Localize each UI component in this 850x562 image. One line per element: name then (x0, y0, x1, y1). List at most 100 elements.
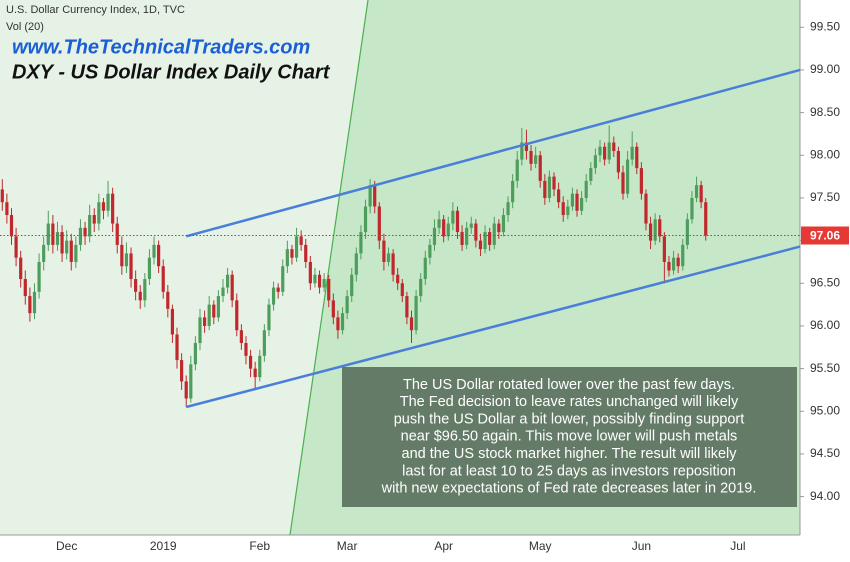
candle-body (65, 240, 69, 254)
candle-body (327, 279, 331, 301)
candle (111, 187, 115, 233)
candle-body (9, 215, 14, 237)
candle-body (520, 142, 524, 160)
x-tick-label: Apr (434, 539, 453, 553)
candle (69, 233, 73, 271)
x-tick-label: May (529, 539, 552, 553)
candle-body (157, 244, 161, 267)
candle-body (593, 155, 598, 169)
candle-body (492, 223, 496, 245)
y-tick-label: 99.50 (810, 19, 840, 33)
candle-body (285, 249, 289, 267)
x-tick-label: Jun (632, 539, 651, 553)
candle (299, 230, 303, 251)
annotation-line: The Fed decision to leave rates unchange… (400, 394, 739, 410)
candle-body (501, 215, 506, 233)
indicator: Vol (20) (6, 21, 44, 33)
candle (478, 233, 483, 256)
candle (175, 327, 179, 369)
candle-body (175, 334, 179, 361)
candle-body (143, 279, 147, 301)
x-tick-label: Jul (730, 539, 745, 553)
candle (37, 253, 41, 299)
annotation-line: near $96.50 again. This move lower will … (401, 429, 738, 445)
candle-body (97, 202, 101, 224)
annotation-line: and the US stock market higher. The resu… (402, 446, 738, 462)
candle (230, 270, 234, 308)
candle (202, 310, 207, 333)
candle-body (180, 360, 184, 382)
y-tick-label: 97.50 (810, 190, 840, 204)
candle-body (294, 236, 299, 258)
candle (235, 293, 239, 337)
candle (138, 284, 142, 309)
candle (612, 136, 616, 158)
candle (46, 210, 50, 251)
candle (317, 270, 322, 294)
candle (451, 202, 455, 231)
candle-body (598, 146, 602, 156)
candle-body (42, 244, 46, 262)
candle-body (216, 296, 220, 318)
candle-body (557, 189, 561, 203)
candle (23, 270, 27, 305)
candle-body (446, 223, 450, 237)
candle (322, 273, 326, 292)
candle (258, 349, 262, 382)
candle (511, 174, 515, 209)
candle (271, 281, 276, 311)
candle (602, 142, 607, 166)
candle-body (543, 180, 547, 198)
candle-body (648, 223, 653, 241)
candle-body (129, 253, 133, 280)
candle (340, 307, 345, 335)
candle-body (46, 223, 50, 245)
candle-body (189, 364, 193, 399)
candle-body (120, 244, 124, 267)
candle (690, 191, 694, 224)
candle (547, 170, 552, 203)
candle-body (350, 274, 354, 297)
candle (694, 176, 699, 203)
candle-body (244, 343, 248, 356)
candle (129, 247, 133, 288)
candle (566, 199, 570, 220)
candle (488, 227, 492, 251)
candle (60, 225, 64, 262)
candle-body (0, 189, 4, 203)
candle-body (451, 210, 455, 224)
candle (557, 182, 561, 209)
candle-body (694, 185, 699, 198)
candle-body (28, 296, 32, 314)
candle (281, 259, 285, 297)
candle (83, 221, 87, 245)
candle-body (612, 142, 616, 152)
candle-body (373, 185, 377, 207)
candle (391, 249, 395, 282)
candle-body (271, 287, 276, 305)
candle (497, 219, 501, 239)
candle (492, 216, 496, 250)
candle (534, 146, 538, 169)
website: www.TheTechnicalTraders.com (12, 36, 310, 58)
candle-body (474, 223, 478, 241)
candle-body (83, 227, 87, 237)
candle-body (575, 193, 579, 211)
x-tick-label: Dec (56, 539, 77, 553)
candle (14, 227, 18, 267)
annotation-box (342, 367, 797, 507)
x-tick-label: 2019 (150, 539, 177, 553)
candle-body (354, 253, 358, 275)
candle (267, 298, 271, 337)
candle (483, 225, 487, 254)
candle (704, 197, 708, 241)
candle-body (409, 317, 414, 331)
candle-body (386, 253, 391, 262)
candle-body (124, 253, 129, 267)
annotation-line: last for at least 10 to 25 days as inves… (402, 463, 736, 479)
candle-body (658, 219, 662, 237)
candle-body (368, 185, 372, 207)
candle (589, 162, 593, 186)
candle-body (625, 159, 630, 194)
candle (336, 310, 340, 339)
